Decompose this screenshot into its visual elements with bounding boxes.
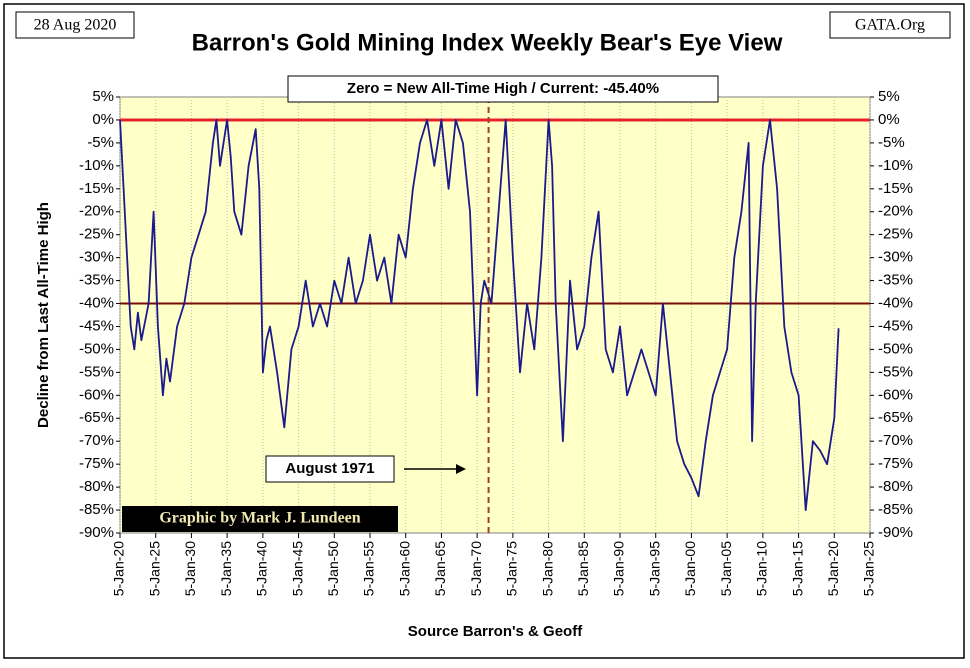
data-line (119, 119, 840, 511)
y2-tick-label: -50% (878, 340, 913, 357)
site-label: GATA.Org (855, 17, 925, 34)
x-axis-label: Source Barron's & Geoff (408, 623, 583, 640)
y-tick-label: 0% (92, 111, 114, 128)
y2-tick-label: -70% (878, 432, 913, 449)
x-tick-label: 5-Jan-05 (718, 541, 734, 596)
note-box (287, 75, 719, 103)
y-tick-label: -90% (79, 524, 114, 541)
y-tick-label: -10% (79, 157, 114, 174)
header-note: Zero = New All-Time High / Current: -45.… (347, 80, 659, 97)
x-tick-label: 5-Jan-65 (432, 541, 448, 596)
y2-tick-label: -40% (878, 294, 913, 311)
y-tick-label: -65% (79, 409, 114, 426)
y-tick-label: -5% (87, 134, 114, 151)
credit-label: Graphic by Mark J. Lundeen (159, 510, 360, 527)
y-axis-label: Decline from Last All-Time High (35, 202, 52, 428)
x-tick-label: 5-Jan-70 (468, 541, 484, 596)
y2-tick-label: 0% (878, 111, 900, 128)
y2-tick-label: -25% (878, 226, 913, 243)
y-tick-label: -60% (79, 386, 114, 403)
y2-tick-label: -30% (878, 249, 913, 266)
y-tick-label: -20% (79, 203, 114, 220)
x-tick-label: 5-Jan-85 (575, 541, 591, 596)
x-tick-label: 5-Jan-10 (754, 541, 770, 596)
y2-tick-label: -20% (878, 203, 913, 220)
y2-tick-label: -90% (878, 524, 913, 541)
callout-label: August 1971 (285, 460, 374, 477)
callout-box (265, 455, 395, 483)
callout-arrowhead (456, 464, 466, 474)
y-tick-label: 5% (92, 88, 114, 105)
x-tick-label: 5-Jan-40 (254, 541, 270, 596)
y-tick-label: -80% (79, 478, 114, 495)
y-tick-label: -45% (79, 317, 114, 334)
x-tick-label: 5-Jan-95 (646, 541, 662, 596)
y2-tick-label: -85% (878, 501, 913, 518)
y-tick-label: -75% (79, 455, 114, 472)
y2-tick-label: -15% (878, 180, 913, 197)
x-tick-label: 5-Jan-35 (218, 541, 234, 596)
x-tick-label: 5-Jan-60 (396, 541, 412, 596)
x-tick-label: 5-Jan-90 (611, 541, 627, 596)
y-tick-label: -55% (79, 363, 114, 380)
y2-tick-label: -10% (878, 157, 913, 174)
y2-tick-label: -5% (878, 134, 905, 151)
y-tick-label: -25% (79, 226, 114, 243)
y-tick-label: -70% (79, 432, 114, 449)
y2-tick-label: -55% (878, 363, 913, 380)
plot-area (119, 96, 871, 534)
x-tick-label: 5-Jan-25 (146, 541, 162, 596)
y2-tick-label: -60% (878, 386, 913, 403)
x-tick-label: 5-Jan-50 (325, 541, 341, 596)
y-tick-label: -40% (79, 294, 114, 311)
x-tick-label: 5-Jan-00 (682, 541, 698, 596)
y2-tick-label: -80% (878, 478, 913, 495)
x-tick-label: 5-Jan-15 (789, 541, 805, 596)
x-tick-label: 5-Jan-25 (861, 541, 877, 596)
x-tick-label: 5-Jan-80 (539, 541, 555, 596)
y-tick-label: -85% (79, 501, 114, 518)
x-tick-label: 5-Jan-45 (289, 541, 305, 596)
x-tick-label: 5-Jan-20 (825, 541, 841, 596)
x-tick-label: 5-Jan-30 (182, 541, 198, 596)
y-tick-label: -35% (79, 272, 114, 289)
y2-tick-label: -75% (878, 455, 913, 472)
y-tick-label: -30% (79, 249, 114, 266)
y2-tick-label: -35% (878, 272, 913, 289)
y2-tick-label: -65% (878, 409, 913, 426)
x-tick-label: 5-Jan-20 (111, 541, 127, 596)
y2-tick-label: -45% (878, 317, 913, 334)
x-tick-label: 5-Jan-75 (504, 541, 520, 596)
credit-box (122, 506, 398, 532)
site-box (829, 11, 951, 39)
y-tick-label: -15% (79, 180, 114, 197)
chart-title: Barron's Gold Mining Index Weekly Bear's… (192, 29, 783, 56)
y2-tick-label: 5% (878, 88, 900, 105)
date-label: 28 Aug 2020 (34, 17, 117, 34)
date-box (15, 11, 135, 39)
y-tick-label: -50% (79, 340, 114, 357)
x-tick-label: 5-Jan-55 (361, 541, 377, 596)
